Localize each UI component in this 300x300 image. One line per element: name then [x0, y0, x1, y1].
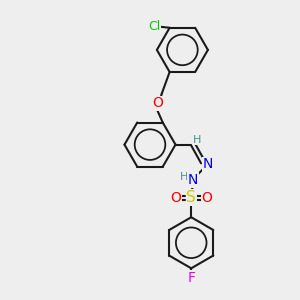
- Text: N: N: [188, 173, 198, 187]
- Text: O: O: [152, 96, 163, 110]
- Text: O: O: [202, 190, 212, 205]
- Text: S: S: [186, 190, 196, 205]
- Text: N: N: [203, 157, 213, 171]
- Text: H: H: [180, 172, 188, 182]
- Text: H: H: [193, 135, 201, 145]
- Text: Cl: Cl: [148, 20, 160, 33]
- Text: F: F: [187, 271, 195, 285]
- Text: O: O: [170, 190, 181, 205]
